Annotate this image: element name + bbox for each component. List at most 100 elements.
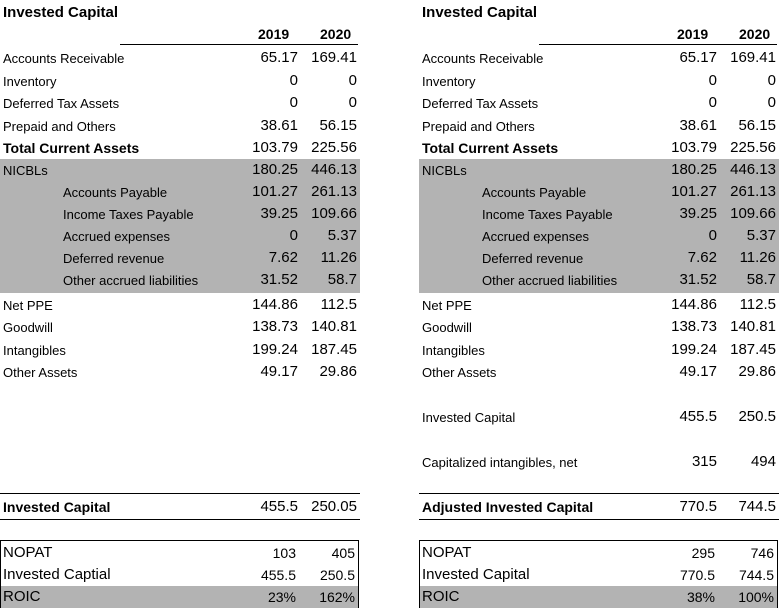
value-2020: 112.5 bbox=[739, 296, 776, 313]
value-2019: 0 bbox=[289, 72, 298, 89]
value-2019: 199.24 bbox=[671, 341, 717, 358]
table-row: Other accrued liabilities 31.52 58.7 bbox=[419, 269, 779, 293]
value-2020: 744.5 bbox=[738, 567, 774, 583]
value-2020: 109.66 bbox=[311, 205, 357, 222]
value-2020: 250.05 bbox=[311, 498, 357, 515]
divider bbox=[0, 519, 360, 520]
table-row: NOPAT 295 746 bbox=[420, 542, 777, 564]
panel-title: Invested Capital bbox=[422, 4, 538, 21]
invested-capital-row: Invested Capital 455.5 250.5 bbox=[419, 406, 779, 428]
value-2020: 58.7 bbox=[746, 271, 776, 288]
value-2019: 0 bbox=[708, 94, 717, 111]
invested-capital-total-row: Invested Capital 455.5 250.05 bbox=[0, 496, 360, 518]
value-2020: 0 bbox=[767, 72, 776, 89]
total-current-assets-row: Total Current Assets 103.79 225.56 bbox=[419, 137, 779, 159]
row-label: Intangibles bbox=[3, 343, 66, 358]
value-2019: 7.62 bbox=[687, 249, 717, 266]
value-2020: 250.5 bbox=[738, 408, 776, 425]
value-2020: 0 bbox=[348, 72, 357, 89]
value-2020: 100% bbox=[738, 589, 774, 605]
panel-title: Invested Capital bbox=[3, 4, 119, 21]
value-2020: 56.15 bbox=[319, 117, 357, 134]
table-row: Goodwill 138.73 140.81 bbox=[419, 316, 779, 338]
value-2020: 109.66 bbox=[730, 205, 776, 222]
roic-summary-box: NOPAT 295 746 Invested Capital 770.5 744.5 R… bbox=[419, 540, 778, 608]
row-label: Invested Captial bbox=[3, 566, 111, 583]
total-current-assets-row: Total Current Assets 103.79 225.56 bbox=[0, 137, 360, 159]
value-2019: 65.17 bbox=[260, 49, 298, 66]
value-2020: 446.13 bbox=[730, 161, 776, 178]
value-2019: 38% bbox=[686, 589, 715, 605]
table-row: Accrued expenses 0 5.37 bbox=[419, 225, 779, 247]
value-2019: 23% bbox=[267, 589, 296, 605]
table-row: Net PPE 144.86 112.5 bbox=[0, 294, 360, 316]
table-row: Prepaid and Others 38.61 56.15 bbox=[419, 115, 779, 137]
row-label: Goodwill bbox=[3, 320, 53, 335]
row-label: Accounts Payable bbox=[482, 185, 587, 200]
value-2019: 455.5 bbox=[679, 408, 717, 425]
capitalized-intangibles-row: Capitalized intangibles, net 315 494 bbox=[419, 451, 779, 473]
value-2020: 169.41 bbox=[311, 49, 357, 66]
row-label: Total Current Assets bbox=[422, 140, 559, 156]
row-label: Other Assets bbox=[3, 365, 78, 380]
table-row: Intangibles 199.24 187.45 bbox=[419, 339, 779, 361]
divider bbox=[0, 493, 360, 494]
value-2019: 315 bbox=[691, 453, 717, 470]
row-label: Inventory bbox=[422, 74, 476, 89]
roic-row: ROIC 38% 100% bbox=[420, 586, 777, 608]
value-2019: 39.25 bbox=[260, 205, 298, 222]
row-label: Goodwill bbox=[422, 320, 472, 335]
table-row: Goodwill 138.73 140.81 bbox=[0, 316, 360, 338]
value-2020: 187.45 bbox=[730, 341, 776, 358]
value-2019: 180.25 bbox=[252, 161, 298, 178]
table-row: Intangibles 199.24 187.45 bbox=[0, 339, 360, 361]
year-header-2020: 2020 bbox=[320, 26, 352, 42]
value-2019: 7.62 bbox=[268, 249, 298, 266]
row-label: NICBLs bbox=[422, 163, 467, 178]
table-row: Accrued expenses 0 5.37 bbox=[0, 225, 360, 247]
row-label: Deferred Tax Assets bbox=[3, 96, 120, 111]
value-2019: 103.79 bbox=[252, 139, 298, 156]
value-2019: 138.73 bbox=[671, 318, 717, 335]
adjusted-invested-capital-row: Adjusted Invested Capital 770.5 744.5 bbox=[419, 496, 779, 518]
row-label: Deferred Tax Assets bbox=[422, 96, 539, 111]
row-label: Accounts Payable bbox=[63, 185, 168, 200]
nicbls-row: NICBLs 180.25 446.13 bbox=[419, 159, 779, 181]
value-2020: 58.7 bbox=[327, 271, 357, 288]
row-label: Deferred revenue bbox=[63, 251, 165, 266]
row-label: Prepaid and Others bbox=[422, 119, 535, 134]
value-2020: 0 bbox=[348, 94, 357, 111]
nicbls-row: NICBLs 180.25 446.13 bbox=[0, 159, 360, 181]
value-2019: 138.73 bbox=[252, 318, 298, 335]
value-2020: 11.26 bbox=[739, 249, 776, 266]
value-2020: 162% bbox=[319, 589, 355, 605]
value-2020: 5.37 bbox=[746, 227, 776, 244]
row-label: Net PPE bbox=[3, 298, 53, 313]
right-panel: Invested Capital 2019 2020 Accounts Rece… bbox=[419, 0, 779, 610]
value-2019: 31.52 bbox=[260, 271, 298, 288]
value-2019: 49.17 bbox=[679, 363, 717, 380]
value-2019: 38.61 bbox=[260, 117, 298, 134]
table-row: Invested Captial 455.5 250.5 bbox=[1, 564, 358, 586]
row-label: Net PPE bbox=[422, 298, 472, 313]
row-label: Capitalized intangibles, net bbox=[422, 455, 578, 470]
value-2019: 31.52 bbox=[679, 271, 717, 288]
value-2019: 101.27 bbox=[252, 183, 298, 200]
value-2020: 140.81 bbox=[730, 318, 776, 335]
row-label: Invested Capital bbox=[3, 499, 111, 515]
table-row: Deferred revenue 7.62 11.26 bbox=[0, 247, 360, 269]
value-2019: 0 bbox=[289, 227, 298, 244]
divider bbox=[419, 519, 779, 520]
row-label: Deferred revenue bbox=[482, 251, 584, 266]
value-2020: 5.37 bbox=[327, 227, 357, 244]
row-label: ROIC bbox=[422, 588, 460, 605]
value-2019: 144.86 bbox=[252, 296, 298, 313]
value-2019: 295 bbox=[691, 545, 715, 561]
table-row: NOPAT 103 405 bbox=[1, 542, 358, 564]
value-2020: 225.56 bbox=[730, 139, 776, 156]
row-label: NOPAT bbox=[3, 544, 53, 561]
value-2020: 261.13 bbox=[730, 183, 776, 200]
row-label: Other accrued liabilities bbox=[63, 273, 199, 288]
value-2020: 29.86 bbox=[738, 363, 776, 380]
value-2019: 65.17 bbox=[679, 49, 717, 66]
